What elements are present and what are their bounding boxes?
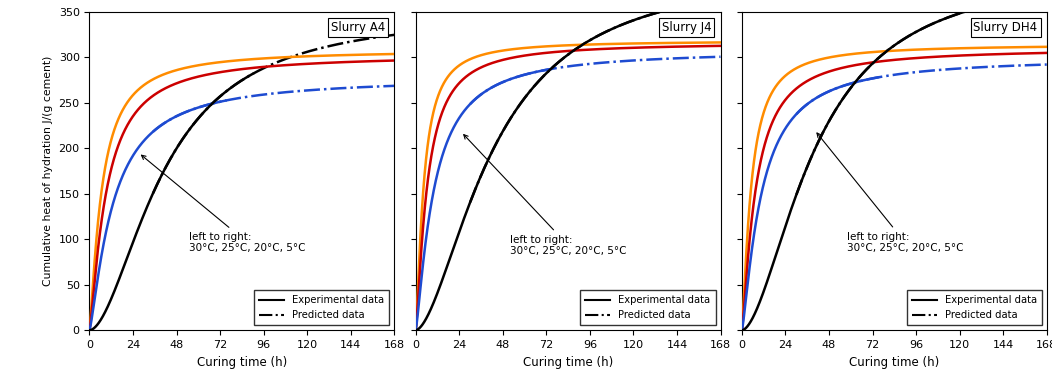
X-axis label: Curing time (h): Curing time (h) [197, 356, 287, 369]
Text: Slurry DH4: Slurry DH4 [973, 21, 1037, 34]
Text: left to right:
30°C, 25°C, 20°C, 5°C: left to right: 30°C, 25°C, 20°C, 5°C [817, 133, 964, 253]
Legend: Experimental data, Predicted data: Experimental data, Predicted data [907, 290, 1041, 325]
Text: Slurry J4: Slurry J4 [662, 21, 711, 34]
Text: left to right:
30°C, 25°C, 20°C, 5°C: left to right: 30°C, 25°C, 20°C, 5°C [464, 135, 627, 256]
Legend: Experimental data, Predicted data: Experimental data, Predicted data [581, 290, 715, 325]
Legend: Experimental data, Predicted data: Experimental data, Predicted data [255, 290, 389, 325]
X-axis label: Curing time (h): Curing time (h) [849, 356, 939, 369]
Text: left to right:
30°C, 25°C, 20°C, 5°C: left to right: 30°C, 25°C, 20°C, 5°C [142, 155, 306, 253]
X-axis label: Curing time (h): Curing time (h) [523, 356, 613, 369]
Text: Slurry A4: Slurry A4 [331, 21, 385, 34]
Y-axis label: Cumulative heat of hydration J/(g cement): Cumulative heat of hydration J/(g cement… [43, 56, 53, 286]
